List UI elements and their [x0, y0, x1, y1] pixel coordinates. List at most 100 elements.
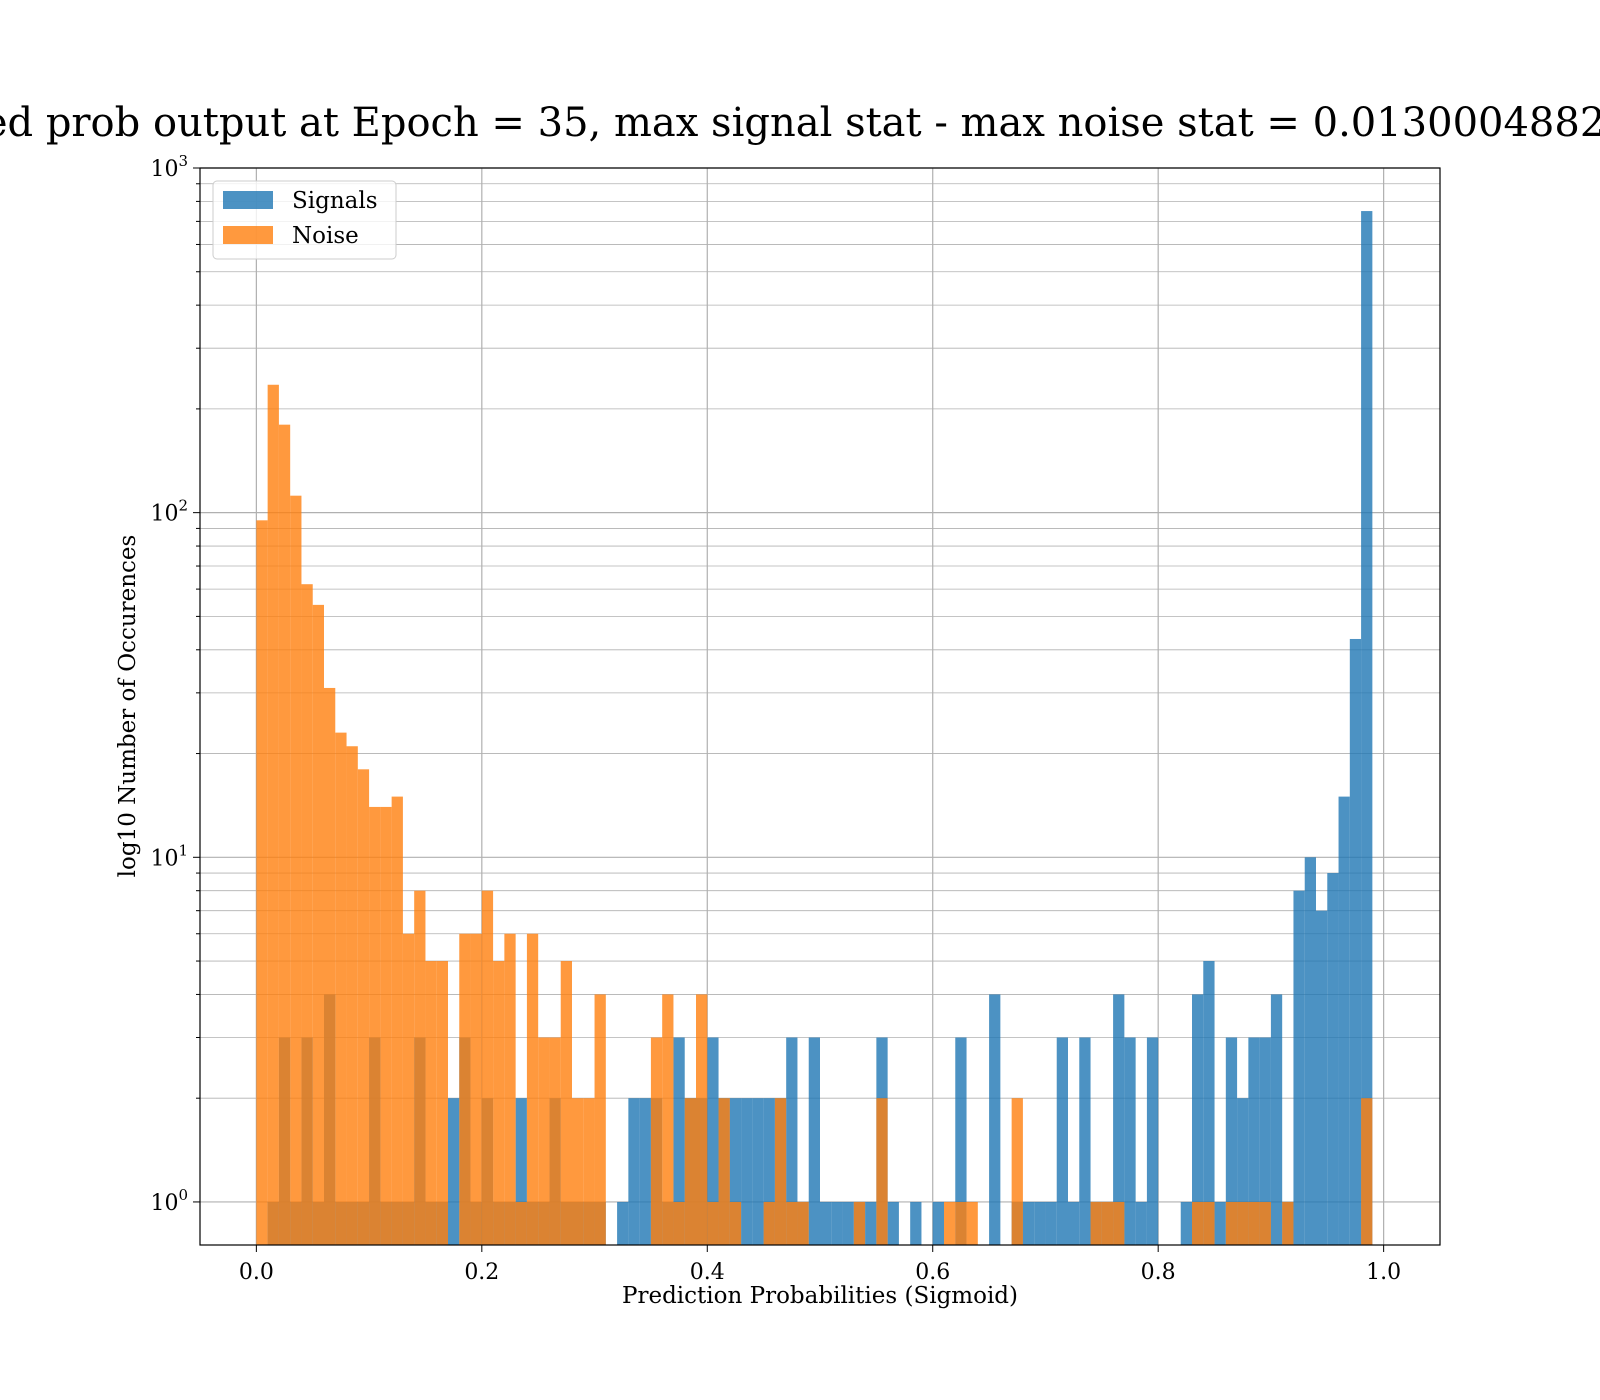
signals-bar [1192, 994, 1204, 1245]
noise-bar [1113, 1201, 1125, 1245]
signals-bar [763, 1098, 775, 1245]
noise-bar [369, 806, 381, 1245]
noise-bar [662, 994, 674, 1245]
signals-bar [729, 1098, 742, 1245]
x-tick-label: 0.4 [690, 1260, 725, 1285]
noise-bar [504, 933, 516, 1245]
signals-bar [955, 1037, 967, 1245]
signals-bar [1079, 1037, 1091, 1245]
noise-bar [797, 1201, 809, 1245]
noise-bar [470, 933, 482, 1245]
noise-bar [1090, 1201, 1102, 1245]
signals-bar [932, 1201, 944, 1245]
noise-bar [594, 994, 606, 1245]
signals-bar [1259, 1037, 1271, 1245]
signals-bar [820, 1201, 832, 1245]
signals-bar [1124, 1037, 1136, 1245]
noise-bar [1101, 1201, 1114, 1245]
signals-bar [1316, 910, 1328, 1245]
noise-bar [1361, 1098, 1373, 1245]
y-axis-ticks: 100 101 102 103 [150, 152, 200, 1216]
x-axis-ticks: 0.0 0.2 0.4 0.6 0.8 1.0 [239, 1245, 1401, 1285]
noise-bar [1248, 1201, 1260, 1245]
noise-bar [278, 424, 291, 1245]
noise-bar [526, 933, 539, 1245]
noise-bar [560, 961, 572, 1245]
y-tick-label: 102 [150, 497, 188, 527]
noise-bar [944, 1201, 956, 1245]
signals-bar [1293, 890, 1305, 1245]
noise-bar [684, 1098, 696, 1245]
noise-bar [1192, 1201, 1204, 1245]
x-tick-label: 0.0 [239, 1260, 274, 1285]
noise-bar [549, 1037, 561, 1245]
signals-bar [1180, 1201, 1192, 1245]
noise-bar [391, 796, 403, 1245]
signals-bar [1237, 1098, 1249, 1245]
noise-bar [718, 1098, 730, 1245]
signals-bar [628, 1098, 640, 1245]
noise-bar [380, 806, 392, 1245]
noise-bar [673, 1201, 685, 1245]
noise-bar [1203, 1201, 1215, 1245]
x-tick-label: 0.8 [1141, 1260, 1176, 1285]
noise-bar [966, 1201, 978, 1245]
signals-bar [673, 1037, 685, 1245]
legend-swatch-noise [223, 226, 273, 244]
y-tick-label: 103 [150, 152, 188, 182]
signals-bar [707, 1037, 719, 1245]
noise-bar [335, 732, 347, 1245]
noise-bar [1237, 1201, 1249, 1245]
x-axis-label: Prediction Probabilities (Sigmoid) [622, 1283, 1018, 1309]
signals-bar [786, 1037, 798, 1245]
noise-bar [1011, 1098, 1023, 1245]
noise-bar [583, 1098, 595, 1245]
noise-bar [853, 1201, 866, 1245]
x-tick-label: 0.6 [915, 1260, 950, 1285]
noise-bar [774, 1098, 787, 1245]
y-tick-label: 101 [150, 841, 188, 871]
signals-bar [842, 1201, 854, 1245]
signals-bar [910, 1201, 922, 1245]
noise-bar [493, 961, 505, 1245]
legend-swatch-signals [223, 191, 273, 209]
signals-bar [1361, 211, 1373, 1246]
signals-bar [1214, 1201, 1226, 1245]
legend: Signals Noise [212, 180, 397, 260]
noise-bar [876, 1098, 888, 1245]
signals-bar [1068, 1201, 1080, 1245]
noise-bar [312, 604, 324, 1245]
x-tick-label: 0.2 [464, 1260, 499, 1285]
noise-bar [572, 1098, 584, 1245]
noise-bar [763, 1201, 775, 1245]
signals-bar [1203, 961, 1215, 1245]
signals-bar [1304, 857, 1316, 1245]
signals-bar [1034, 1201, 1046, 1245]
legend-label-signals: Signals [292, 188, 378, 214]
signals-bar [448, 1098, 460, 1245]
noise-bar [1225, 1201, 1238, 1245]
signals-bar [515, 1098, 527, 1245]
signals-bar [752, 1098, 764, 1245]
signals-bar [989, 994, 1001, 1245]
noise-bar [707, 1201, 719, 1245]
signals-bar [639, 1098, 651, 1245]
signals-bar [1225, 1037, 1238, 1245]
noise-bar [436, 961, 448, 1245]
signals-bar [1338, 796, 1350, 1245]
signals-bar [887, 1201, 899, 1245]
signals-bar [1022, 1201, 1035, 1245]
noise-bar [425, 961, 437, 1245]
noise-bar [729, 1201, 742, 1245]
noise-bar [650, 1037, 663, 1245]
noise-bar [267, 384, 279, 1246]
noise-bar [955, 1201, 967, 1245]
noise-bar [346, 746, 358, 1245]
noise-bar [515, 1201, 527, 1245]
noise-bar [324, 687, 336, 1245]
signals-bar [1045, 1201, 1057, 1245]
noise-bars [256, 384, 1373, 1246]
noise-bar [459, 933, 471, 1245]
noise-bar [256, 520, 268, 1245]
